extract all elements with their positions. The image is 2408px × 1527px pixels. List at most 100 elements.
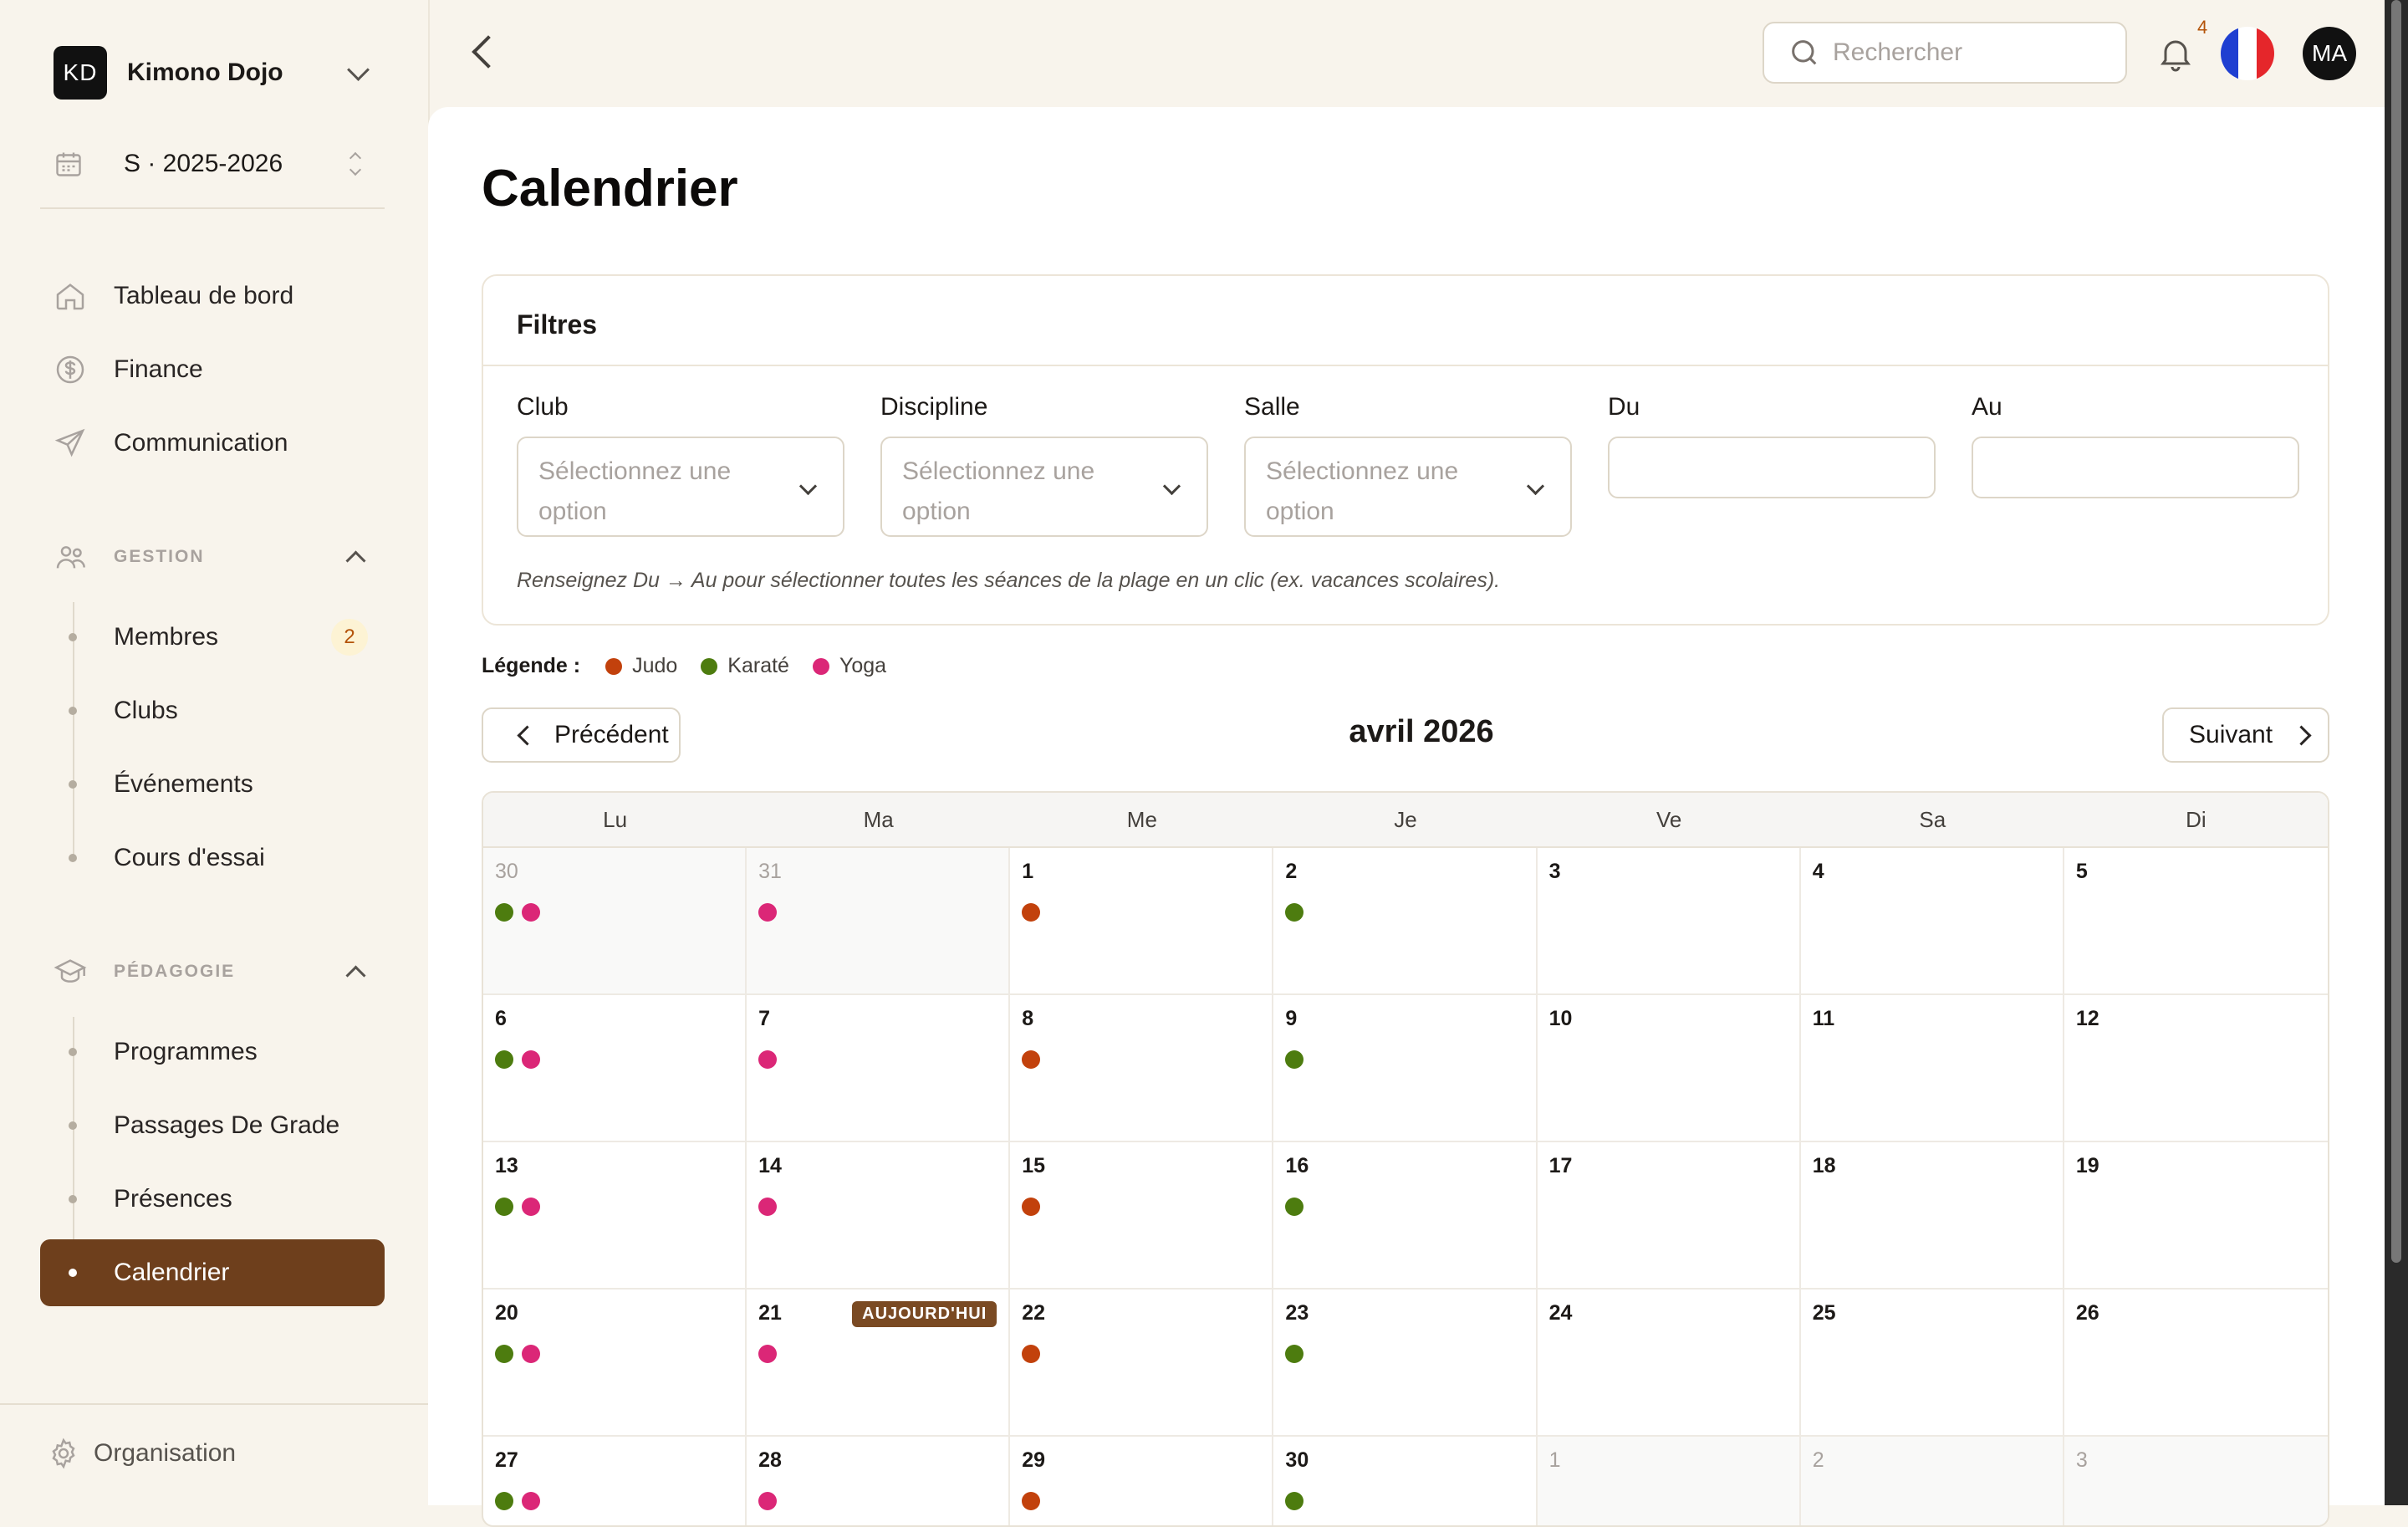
session-dot[interactable] [758, 903, 778, 922]
session-dot[interactable] [758, 1198, 778, 1216]
org-switcher[interactable]: KD Kimono Dojo [54, 45, 375, 100]
calendar-day-cell[interactable]: 29 [1010, 1437, 1274, 1525]
calendar-day-cell[interactable]: 17 [1537, 1142, 1801, 1290]
section-pedagogie[interactable]: PÉDAGOGIE [54, 955, 375, 988]
calendar-day-cell[interactable]: 27 [483, 1437, 747, 1525]
organisation-link[interactable]: Organisation [47, 1437, 236, 1470]
session-dot[interactable] [522, 903, 540, 922]
search-icon [1792, 40, 1817, 65]
day-number: 27 [495, 1448, 518, 1472]
calendar-day-cell[interactable]: 25 [1800, 1290, 2064, 1437]
day-number: 2 [1285, 860, 1298, 883]
sidebar-item-passages-grade[interactable]: Passages De Grade [40, 1092, 385, 1159]
sidebar-item-evenements[interactable]: Événements [40, 751, 385, 818]
calendar-day-cell[interactable]: 30 [1273, 1437, 1538, 1525]
du-input[interactable] [1608, 437, 1936, 498]
calendar-day-cell[interactable]: 21 AUJOURD'HUI [747, 1290, 1011, 1437]
discipline-select[interactable]: Sélectionnez une option [880, 437, 1208, 537]
session-dot[interactable] [1022, 903, 1041, 922]
session-dot[interactable] [1285, 1050, 1304, 1069]
session-dot[interactable] [495, 1345, 513, 1363]
session-dot[interactable] [758, 1050, 778, 1069]
session-dot[interactable] [1022, 1198, 1041, 1216]
session-dot[interactable] [495, 903, 513, 922]
nav-item-finance[interactable]: Finance [54, 345, 375, 395]
calendar-day-cell[interactable]: 10 [1537, 995, 1801, 1142]
calendar-day-cell[interactable]: 19 [2064, 1142, 2328, 1290]
au-input[interactable] [1972, 437, 2299, 498]
nav-item-dashboard[interactable]: Tableau de bord [54, 271, 375, 321]
salle-select[interactable]: Sélectionnez une option [1244, 437, 1572, 537]
sidebar-item-cours-essai[interactable]: Cours d'essai [40, 825, 385, 891]
calendar-day-cell[interactable]: 24 [1537, 1290, 1801, 1437]
calendar-day-cell[interactable]: 28 [747, 1437, 1011, 1525]
weekday-label: Ve [1656, 806, 1682, 832]
calendar-day-cell[interactable]: 2 [1273, 848, 1538, 995]
calendar-day-cell[interactable]: 13 [483, 1142, 747, 1290]
day-number: 5 [2075, 860, 2088, 883]
session-dot[interactable] [758, 1345, 778, 1363]
calendar-day-cell[interactable]: 22 [1010, 1290, 1274, 1437]
session-dot[interactable] [522, 1345, 540, 1363]
section-gestion[interactable]: GESTION [54, 540, 375, 574]
session-dot[interactable] [522, 1492, 540, 1510]
calendar-day-cell[interactable]: 20 [483, 1290, 747, 1437]
sidebar-item-presences[interactable]: Présences [40, 1166, 385, 1233]
calendar-day-cell[interactable]: 1 [1537, 1437, 1801, 1525]
calendar-day-cell[interactable]: 14 [747, 1142, 1011, 1290]
session-dot[interactable] [1285, 903, 1304, 922]
user-avatar[interactable]: MA [2303, 27, 2356, 80]
bullet [69, 854, 77, 862]
session-dot[interactable] [1285, 1198, 1304, 1216]
calendar-day-cell[interactable]: 3 [1537, 848, 1801, 995]
page-scrollbar[interactable] [2385, 0, 2408, 1505]
previous-month-button[interactable]: Précédent [482, 707, 681, 763]
calendar-day-cell[interactable]: 23 [1273, 1290, 1538, 1437]
calendar-day-cell[interactable]: 12 [2064, 995, 2328, 1142]
sidebar-item-clubs[interactable]: Clubs [40, 677, 385, 744]
calendar-day-cell[interactable]: 2 [1800, 1437, 2064, 1525]
calendar-day-cell[interactable]: 18 [1800, 1142, 2064, 1290]
session-dot[interactable] [1022, 1345, 1041, 1363]
session-dot[interactable] [1022, 1050, 1041, 1069]
calendar-day-cell[interactable]: 9 [1273, 995, 1538, 1142]
next-month-button[interactable]: Suivant [2162, 707, 2329, 763]
calendar-day-cell[interactable]: 6 [483, 995, 747, 1142]
back-chevron-icon[interactable] [472, 35, 505, 69]
calendar-day-cell[interactable]: 11 [1800, 995, 2064, 1142]
session-dots [1022, 1198, 1041, 1216]
session-dot[interactable] [1285, 1492, 1304, 1510]
session-dot[interactable] [522, 1050, 540, 1069]
club-select[interactable]: Sélectionnez une option [517, 437, 844, 537]
session-dot[interactable] [495, 1492, 513, 1510]
search-box [1763, 22, 2127, 84]
calendar-day-cell[interactable]: 26 [2064, 1290, 2328, 1437]
session-dot[interactable] [1285, 1345, 1304, 1363]
calendar-day-cell[interactable]: 4 [1800, 848, 2064, 995]
calendar-day-cell[interactable]: 5 [2064, 848, 2328, 995]
search-input[interactable] [1831, 38, 2102, 68]
sidebar-item-calendrier[interactable]: Calendrier [40, 1239, 385, 1306]
sidebar-item-programmes[interactable]: Programmes [40, 1019, 385, 1085]
calendar-day-cell[interactable]: 7 [747, 995, 1011, 1142]
season-selector[interactable]: S · 2025-2026 [54, 142, 375, 186]
nav-item-communication[interactable]: Communication [54, 418, 375, 468]
calendar-day-cell[interactable]: 31 [747, 848, 1011, 995]
sidebar-item-membres[interactable]: Membres 2 [40, 604, 385, 671]
french-flag-icon[interactable] [2221, 27, 2274, 80]
session-dot[interactable] [522, 1198, 540, 1216]
session-dot[interactable] [758, 1492, 778, 1510]
calendar-day-cell[interactable]: 15 [1010, 1142, 1274, 1290]
calendar-day-cell[interactable]: 8 [1010, 995, 1274, 1142]
bell-icon[interactable] [2155, 33, 2196, 74]
session-dot[interactable] [495, 1198, 513, 1216]
scrollbar-thumb[interactable] [2391, 0, 2401, 1263]
calendar-day-cell[interactable]: 3 [2064, 1437, 2328, 1525]
session-dot[interactable] [495, 1050, 513, 1069]
day-number: 6 [495, 1007, 507, 1030]
month-title: avril 2026 [1349, 714, 1494, 749]
calendar-day-cell[interactable]: 16 [1273, 1142, 1538, 1290]
session-dot[interactable] [1022, 1492, 1041, 1510]
calendar-day-cell[interactable]: 1 [1010, 848, 1274, 995]
calendar-day-cell[interactable]: 30 [483, 848, 747, 995]
